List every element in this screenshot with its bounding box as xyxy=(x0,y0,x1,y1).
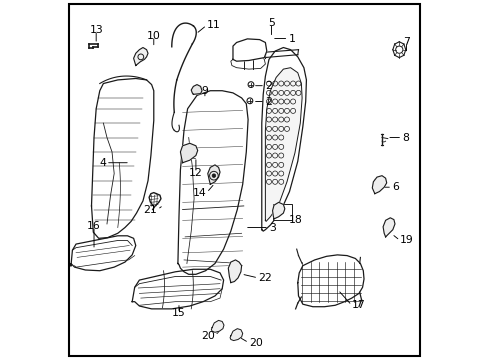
Text: 4: 4 xyxy=(99,158,106,168)
Text: 10: 10 xyxy=(146,31,161,41)
Polygon shape xyxy=(265,68,302,221)
Text: 12: 12 xyxy=(189,168,203,178)
Polygon shape xyxy=(272,202,284,219)
Polygon shape xyxy=(297,255,363,307)
Polygon shape xyxy=(382,218,394,237)
Text: 6: 6 xyxy=(391,182,398,192)
Polygon shape xyxy=(133,48,148,66)
Text: 5: 5 xyxy=(267,18,274,28)
Polygon shape xyxy=(211,320,224,332)
Polygon shape xyxy=(191,85,202,94)
Bar xyxy=(272,204,292,220)
Text: 16: 16 xyxy=(87,221,101,231)
Polygon shape xyxy=(371,176,386,194)
Polygon shape xyxy=(180,143,197,163)
Text: 2: 2 xyxy=(264,81,271,91)
Text: 3: 3 xyxy=(268,222,275,233)
Polygon shape xyxy=(228,260,241,283)
Text: 1: 1 xyxy=(288,33,295,44)
Text: 20: 20 xyxy=(248,338,262,348)
Text: 22: 22 xyxy=(258,273,271,283)
Text: 14: 14 xyxy=(193,188,206,198)
Polygon shape xyxy=(261,48,306,231)
Circle shape xyxy=(212,174,215,177)
Polygon shape xyxy=(70,236,136,271)
Polygon shape xyxy=(132,269,223,309)
Text: 8: 8 xyxy=(401,132,408,143)
Text: 13: 13 xyxy=(89,25,103,35)
Text: 19: 19 xyxy=(399,235,413,246)
Text: 21: 21 xyxy=(143,204,157,215)
Text: 15: 15 xyxy=(172,308,185,318)
Polygon shape xyxy=(178,91,247,274)
Polygon shape xyxy=(230,329,242,341)
Text: 9: 9 xyxy=(201,86,208,96)
Text: 20: 20 xyxy=(201,330,215,341)
Polygon shape xyxy=(232,39,266,61)
Polygon shape xyxy=(207,165,220,184)
Text: 17: 17 xyxy=(351,300,365,310)
Text: 7: 7 xyxy=(402,37,409,48)
Text: 11: 11 xyxy=(206,20,220,30)
Text: 18: 18 xyxy=(288,215,302,225)
Text: 2: 2 xyxy=(264,96,271,107)
Polygon shape xyxy=(91,78,153,238)
